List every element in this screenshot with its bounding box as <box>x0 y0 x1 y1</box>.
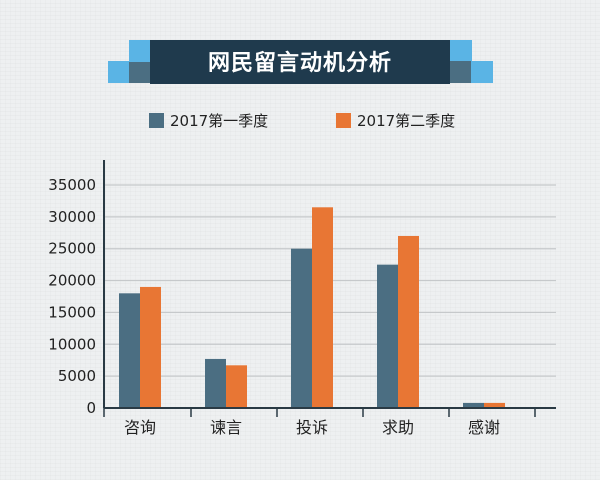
legend: 2017第一季度 2017第二季度 <box>149 112 455 130</box>
bars <box>119 207 505 408</box>
y-tick-label: 25000 <box>48 240 96 258</box>
title-deco-square <box>129 61 151 83</box>
x-category-label: 咨询 <box>124 418 156 437</box>
y-tick-label: 20000 <box>48 272 96 290</box>
y-tick-label: 5000 <box>58 367 96 385</box>
bar-q2 <box>312 207 333 408</box>
y-tick-label: 30000 <box>48 208 96 226</box>
title-bar <box>150 40 450 84</box>
bar-q1 <box>463 402 484 408</box>
title-deco-square <box>450 61 472 83</box>
y-tick-label: 35000 <box>48 176 96 194</box>
axes <box>103 160 556 417</box>
bar-q2 <box>226 365 247 408</box>
legend-label-q2: 2017第二季度 <box>357 112 455 130</box>
title-deco-square <box>129 40 151 62</box>
title-deco-square <box>450 40 472 62</box>
title-deco-square <box>108 61 130 83</box>
y-tick-label: 10000 <box>48 335 96 353</box>
x-category-label: 感谢 <box>468 418 500 437</box>
legend-swatch-q1 <box>149 113 164 128</box>
title-banner: 网民留言动机分析 <box>108 40 493 84</box>
bar-q1 <box>291 248 312 408</box>
x-category-label: 求助 <box>382 418 414 437</box>
bar-q1 <box>205 358 226 408</box>
bar-q1 <box>119 293 140 408</box>
bar-q2 <box>484 402 505 408</box>
y-tick-label: 15000 <box>48 303 96 321</box>
legend-label-q1: 2017第一季度 <box>170 112 268 130</box>
x-category-label: 投诉 <box>296 418 328 437</box>
bar-q1 <box>377 264 398 408</box>
y-axis-ticks: 0 5000 10000 15000 20000 25000 30000 35000 <box>48 176 96 417</box>
bar-q2 <box>140 286 161 408</box>
x-category-label: 谏言 <box>210 418 242 437</box>
chart-title: 网民留言动机分析 <box>208 50 392 76</box>
legend-swatch-q2 <box>336 113 351 128</box>
category-labels: 咨询 谏言 投诉 求助 感谢 <box>124 418 500 437</box>
y-tick-label: 0 <box>86 399 96 417</box>
title-deco-square <box>471 61 493 83</box>
bar-q2 <box>398 235 419 408</box>
